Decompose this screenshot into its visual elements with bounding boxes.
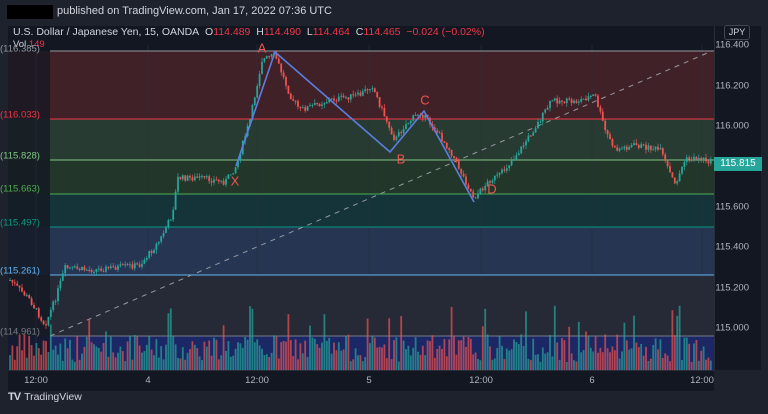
price-tick: 116.000 [715, 120, 749, 132]
point-x-label: X [230, 173, 240, 189]
price-tick: 115.000 [715, 322, 749, 334]
time-tick: 12:00 [690, 375, 714, 386]
fib-label-3: (115.828) [0, 150, 40, 162]
brand-name: TradingView [24, 391, 82, 403]
fib-zone-4 [8, 194, 714, 227]
tradingview-logo[interactable]: TV TradingView [8, 391, 82, 403]
fib-zone-1 [8, 51, 714, 119]
symbol-name: U.S. Dollar / Japanese Yen, 15, OANDA [13, 26, 200, 38]
point-a-label: A [257, 40, 267, 56]
fib-label-6: (115.261) [0, 265, 40, 277]
volume-legend: Vol 149 [13, 39, 45, 50]
publish-header: published on TradingView.com, Jan 17, 20… [0, 0, 768, 26]
fib-zone-3 [8, 160, 714, 194]
point-c-label: C [420, 92, 430, 108]
time-axis[interactable]: 12:00 4 12:00 5 12:00 6 12:00 [8, 370, 714, 391]
fib-label-4: (115.663) [0, 183, 40, 195]
published-text: published on TradingView.com, Jan 17, 20… [57, 5, 332, 17]
price-tick: 116.400 [715, 39, 749, 51]
currency-button[interactable]: JPY [724, 25, 750, 40]
fib-label-5: (115.497) [0, 217, 40, 229]
price-tick: 115.200 [715, 282, 749, 294]
time-tick: 4 [145, 375, 151, 386]
volume-bars [9, 305, 712, 370]
time-tick: 6 [589, 375, 595, 386]
time-tick: 12:00 [469, 375, 493, 386]
candlesticks [9, 50, 712, 329]
price-tick: 116.200 [715, 80, 749, 92]
ohlc-legend: U.S. Dollar / Japanese Yen, 15, OANDA O1… [13, 26, 485, 38]
tv-logo-icon: TV [8, 391, 21, 403]
high-value: 114.490 [263, 26, 302, 38]
open-value: 114.489 [213, 26, 251, 38]
redacted-author [7, 5, 53, 19]
point-b-label: B [396, 151, 406, 167]
point-d-label: D [487, 181, 497, 197]
time-tick: 12:00 [24, 375, 48, 386]
fib-zone-5 [8, 227, 714, 275]
price-tick: 115.600 [715, 201, 749, 213]
price-tick: 115.400 [715, 241, 749, 253]
volume-value: 149 [28, 39, 45, 50]
fib-label-7: (114.961) [0, 326, 40, 338]
time-tick: 5 [366, 375, 372, 386]
close-value: 114.465 [363, 26, 401, 38]
low-value: 114.464 [312, 26, 350, 38]
fib-zone-2 [8, 119, 714, 160]
change-value: −0.024 (−0.02%) [406, 26, 485, 38]
current-price-label: 115.815 [714, 157, 762, 171]
fib-label-1: (116.385) [0, 43, 40, 55]
fib-zone-6 [8, 275, 714, 336]
time-tick: 12:00 [245, 375, 269, 386]
price-axis[interactable]: 116.400 116.200 116.000 115.600 115.400 … [714, 26, 761, 370]
fib-label-2: (116.033) [0, 109, 40, 121]
xabcd-pattern [235, 50, 475, 203]
